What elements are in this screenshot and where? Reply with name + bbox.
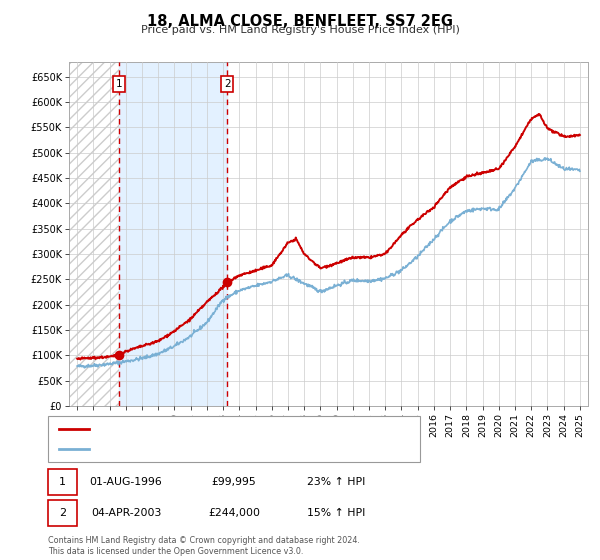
Bar xyxy=(119,62,227,406)
Text: Price paid vs. HM Land Registry's House Price Index (HPI): Price paid vs. HM Land Registry's House … xyxy=(140,25,460,35)
Text: 18, ALMA CLOSE, BENFLEET, SS7 2EG: 18, ALMA CLOSE, BENFLEET, SS7 2EG xyxy=(147,14,453,29)
Text: 01-AUG-1996: 01-AUG-1996 xyxy=(89,477,163,487)
Text: 15% ↑ HPI: 15% ↑ HPI xyxy=(307,508,365,517)
Text: 2: 2 xyxy=(59,508,66,517)
Text: HPI: Average price, detached house, Castle Point: HPI: Average price, detached house, Cast… xyxy=(96,444,340,454)
Text: 23% ↑ HPI: 23% ↑ HPI xyxy=(307,477,365,487)
Text: £244,000: £244,000 xyxy=(208,508,260,517)
Text: £99,995: £99,995 xyxy=(212,477,256,487)
Text: 1: 1 xyxy=(116,80,122,90)
Text: Contains HM Land Registry data © Crown copyright and database right 2024.
This d: Contains HM Land Registry data © Crown c… xyxy=(48,536,360,556)
Text: 18, ALMA CLOSE, BENFLEET, SS7 2EG (detached house): 18, ALMA CLOSE, BENFLEET, SS7 2EG (detac… xyxy=(96,423,374,433)
Text: 1: 1 xyxy=(59,477,66,487)
Text: 04-APR-2003: 04-APR-2003 xyxy=(91,508,161,517)
Text: 2: 2 xyxy=(224,80,230,90)
Bar xyxy=(69,62,119,406)
Bar xyxy=(69,62,119,406)
